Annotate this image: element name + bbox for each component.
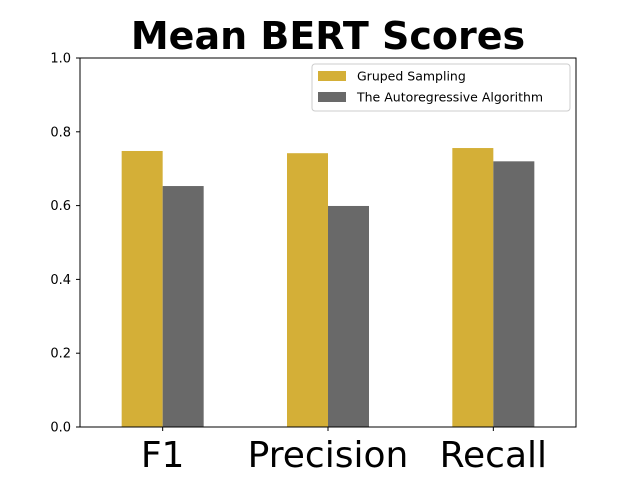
bar-precision-series-1 <box>287 153 328 427</box>
y-tick-label: 0.6 <box>50 199 71 214</box>
bar-f1-series-1 <box>121 150 163 427</box>
y-tick-label: 0.4 <box>50 273 71 288</box>
bar-f1-series-2 <box>162 186 204 427</box>
x-tick-label: Recall <box>440 435 547 476</box>
plot-area: F1 Precision Recall 0.0 0.2 0.4 0.6 0.8 1.0 <box>50 52 577 476</box>
bar-precision-series-2 <box>328 205 369 427</box>
legend-label-series-2: The Autoregressive Algorithm <box>356 90 543 105</box>
y-tick-label: 0.2 <box>50 347 71 362</box>
x-tick-label: F1 <box>141 435 185 476</box>
legend-box <box>311 63 571 112</box>
x-tick-label: Precision <box>248 435 409 476</box>
y-tick-label: 0.8 <box>50 125 71 140</box>
bar-recall-series-1 <box>452 148 494 427</box>
legend-swatch-series-1 <box>318 71 346 81</box>
legend: Gruped Sampling The Autoregressive Algori… <box>311 63 571 112</box>
y-tick-label: 1.0 <box>50 52 71 67</box>
chart-title: Mean BERT Scores <box>131 14 525 58</box>
legend-swatch-series-2 <box>318 92 346 102</box>
legend-label-series-1: Gruped Sampling <box>357 69 466 84</box>
bar-recall-series-2 <box>493 161 535 427</box>
y-tick-label: 0.0 <box>50 421 71 436</box>
